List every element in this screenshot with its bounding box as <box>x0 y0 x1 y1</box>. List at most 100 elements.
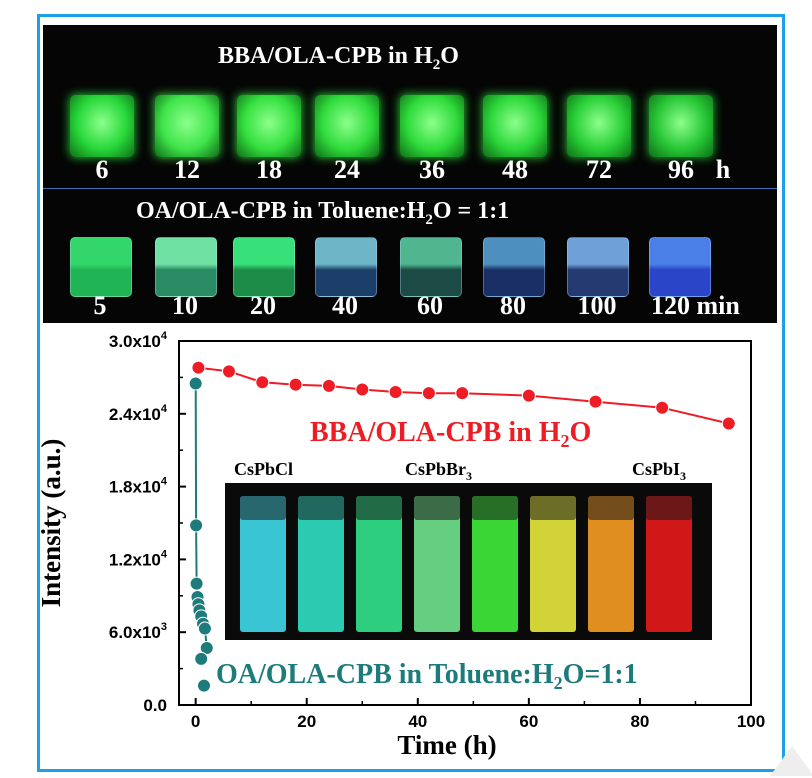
top-vial <box>237 95 301 157</box>
top-vial-label: 36 <box>419 155 445 184</box>
x-tick-label: 0 <box>191 712 200 731</box>
series-0-point <box>221 364 236 379</box>
bottom-vial <box>233 237 295 297</box>
inset-vial <box>240 496 286 632</box>
top-vial-label: 96 <box>668 155 694 184</box>
series-0-point <box>655 400 670 415</box>
top-vial-label: 6 <box>95 155 109 184</box>
series-1-point <box>194 651 209 666</box>
bottom-vial <box>567 237 629 297</box>
bottom-vial <box>315 237 377 297</box>
top-vial <box>400 95 464 157</box>
axis-ticks: 0 20 40 60 80 100 0.0 6.0x103 1.2x104 1.8x104 2.4x… <box>109 330 765 731</box>
teal-label-sub: 2 <box>554 673 563 693</box>
inset-label3-sub: 3 <box>680 469 686 483</box>
inset-vial <box>414 496 460 632</box>
bottom-vial <box>483 237 545 297</box>
top-vial <box>567 95 631 157</box>
inset-vial <box>530 496 576 632</box>
x-tick-label: 60 <box>519 712 538 731</box>
inset-vial-cap <box>530 496 576 520</box>
x-tick-label: 40 <box>408 712 427 731</box>
red-label-end: O <box>569 417 591 448</box>
top-photo-title: BBA/OLA-CPB in H2O <box>218 43 459 74</box>
top-unit-label: h <box>715 155 731 184</box>
series-0-point <box>191 360 206 375</box>
bottom-vial-label: 40 <box>332 291 358 320</box>
top-vial <box>649 95 713 157</box>
red-series-label: BBA/OLA-CPB in H2O <box>310 417 591 451</box>
red-label-text: BBA/OLA-CPB in H <box>310 417 561 448</box>
series-0-point <box>588 394 603 409</box>
series-0-point <box>255 375 270 390</box>
top-vial-label: 48 <box>502 155 528 184</box>
series-0-point <box>355 382 370 397</box>
red-label-sub: 2 <box>560 431 569 451</box>
series-1-point <box>197 621 212 636</box>
x-tick-label: 20 <box>297 712 316 731</box>
y-tick-label: 0.0 <box>143 696 167 715</box>
inset-label2-sub: 3 <box>466 469 472 483</box>
bottom-vial <box>400 237 462 297</box>
bottom-vial-label: 120 min <box>651 291 740 320</box>
inset-label-cspbi3: CsPbI3 <box>632 459 686 483</box>
series-1-point <box>189 518 204 533</box>
series-0-point <box>721 416 736 431</box>
top-vial-label: 12 <box>174 155 200 184</box>
top-vial <box>70 95 134 157</box>
top-title-end: O <box>440 43 459 69</box>
y-axis-title: Intensity (a.u.) <box>36 439 66 608</box>
corner-watermark <box>770 746 812 776</box>
inset-vial <box>356 496 402 632</box>
bottom-photo-title: OA/OLA-CPB in Toluene:H2O = 1:1 <box>136 198 509 229</box>
y-tick-label: 6.0x103 <box>109 621 167 642</box>
top-vial <box>155 95 219 157</box>
top-vial-label: 24 <box>334 155 360 184</box>
series-layer <box>188 360 736 693</box>
series-1-point <box>188 376 203 391</box>
bottom-vial-label: 5 <box>93 291 107 320</box>
teal-label-text: OA/OLA-CPB in Toluene:H <box>216 659 554 690</box>
bottom-vial <box>70 237 132 297</box>
series-0-point <box>521 388 536 403</box>
figure-frame <box>37 14 785 772</box>
inset-vial-cap <box>356 496 402 520</box>
x-tick-label: 80 <box>630 712 649 731</box>
x-tick-label: 100 <box>737 712 765 731</box>
inset-vial <box>472 496 518 632</box>
bottom-title-end: O = 1:1 <box>432 198 510 224</box>
inset-vial-cap <box>298 496 344 520</box>
series-1-point <box>199 640 214 655</box>
bottom-vial-label: 20 <box>250 291 276 320</box>
bottom-vial <box>155 237 217 297</box>
series-0-point <box>421 386 436 401</box>
y-tick-label: 3.0x104 <box>109 330 168 351</box>
bottom-vial-label: 100 <box>577 291 617 320</box>
top-vial-label: 18 <box>256 155 282 184</box>
y-tick-label: 1.8x104 <box>109 476 168 497</box>
series-0-point <box>388 384 403 399</box>
top-vial-label: 72 <box>586 155 612 184</box>
photo-divider <box>43 188 777 189</box>
teal-series-label: OA/OLA-CPB in Toluene:H2O=1:1 <box>216 659 638 693</box>
inset-vial <box>588 496 634 632</box>
series-0-point <box>288 377 303 392</box>
top-vial <box>483 95 547 157</box>
y-tick-label: 2.4x104 <box>109 403 168 424</box>
inset-vial <box>298 496 344 632</box>
y-tick-label: 1.2x104 <box>109 548 168 569</box>
inset-vial-cap <box>240 496 286 520</box>
series-0-point <box>455 386 470 401</box>
bottom-vial <box>649 237 711 297</box>
inset-label2-text: CsPbBr <box>405 459 466 479</box>
inset-vial-cap <box>472 496 518 520</box>
bottom-title-text: OA/OLA-CPB in Toluene:H <box>136 198 426 224</box>
inset-vials-row <box>240 496 692 632</box>
bottom-title-sub: 2 <box>425 211 433 228</box>
vial-photo-panel: BBA/OLA-CPB in H2O 6 12 18 24 36 48 72 96 h OA/… <box>43 25 777 323</box>
series-1-point <box>196 678 211 693</box>
x-axis-title: Time (h) <box>397 730 496 760</box>
bottom-vial-label: 80 <box>500 291 526 320</box>
top-title-sub: 2 <box>432 56 441 73</box>
